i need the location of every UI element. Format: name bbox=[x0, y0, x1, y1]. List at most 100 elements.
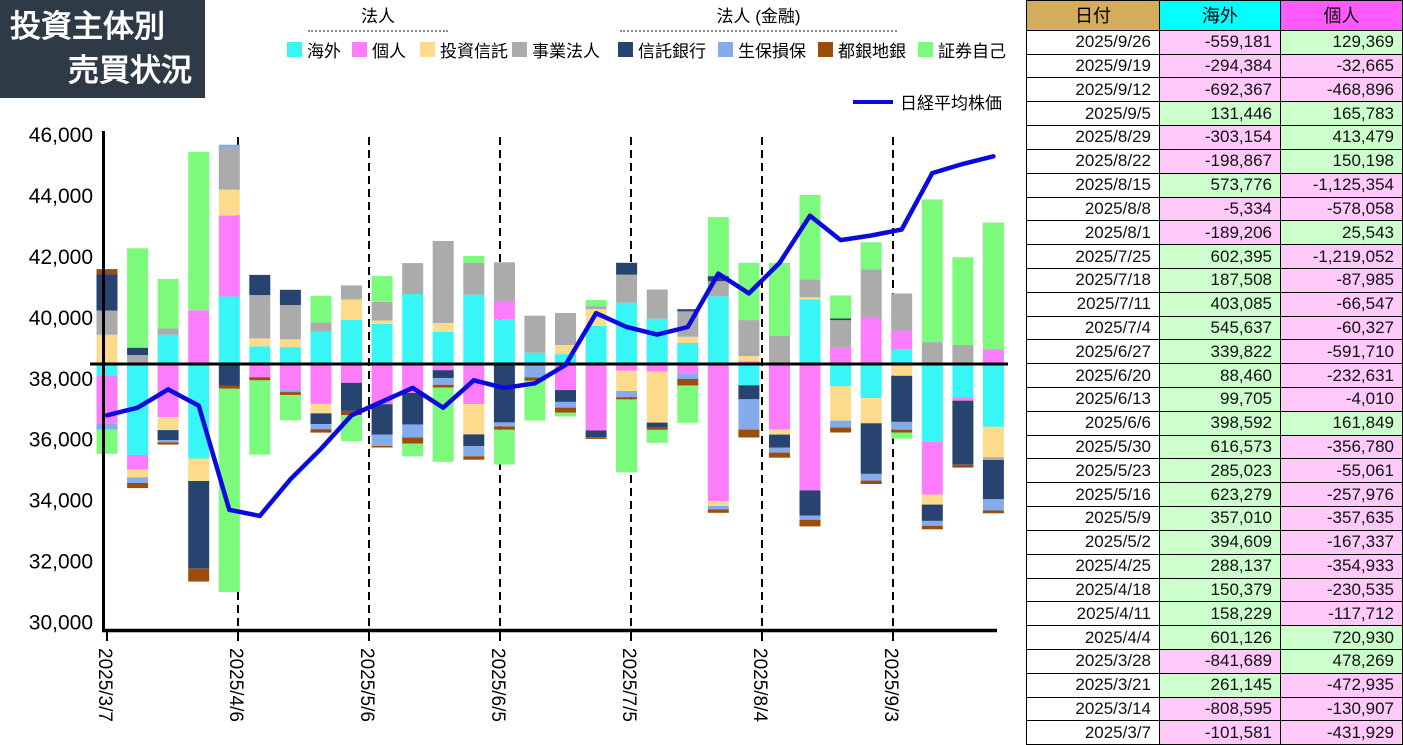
individual-value-cell: -472,935 bbox=[1281, 673, 1402, 697]
legend-item-label: 信託銀行 bbox=[638, 41, 706, 61]
chart-panel: 46,000 44,000 42,000 40,000 38,000 36,000 34,0… bbox=[0, 0, 1008, 723]
bar-segment-事業法人 bbox=[371, 302, 393, 321]
bar-segment-事業法人 bbox=[249, 295, 271, 339]
bar-segment-海外 bbox=[341, 319, 362, 364]
bar-segment-信託銀行 bbox=[402, 393, 424, 425]
bar-segment-個人 bbox=[677, 364, 699, 374]
bar-segment-個人 bbox=[891, 330, 913, 350]
legend-item-label: 海外 bbox=[307, 41, 341, 61]
individual-value-cell: 150,198 bbox=[1281, 149, 1402, 173]
x-axis-tick-label: 2025/7/5 bbox=[618, 648, 639, 722]
bar-segment-投資信託 bbox=[341, 299, 362, 320]
bar-segment-海外 bbox=[677, 342, 699, 364]
bar-segment-海外 bbox=[646, 318, 668, 364]
individual-value-cell: -55,061 bbox=[1281, 459, 1402, 483]
table-row: 2025/3/21 261,145 -472,935 bbox=[1027, 673, 1402, 698]
bar-segment-個人 bbox=[493, 301, 515, 320]
bar-segment-海外 bbox=[371, 323, 393, 364]
bar-segment-証券自己 bbox=[799, 195, 821, 280]
bar-segment-投資信託 bbox=[188, 458, 210, 482]
bar-segment-信託銀行 bbox=[830, 318, 852, 321]
bar-segment-個人 bbox=[799, 364, 821, 491]
table-row: 2025/4/25 288,137 -354,933 bbox=[1027, 554, 1402, 579]
bar-segment-海外 bbox=[249, 346, 271, 364]
bar-segment-海外 bbox=[585, 325, 607, 364]
date-cell: 2025/7/11 bbox=[1027, 292, 1160, 316]
column-header-date: 日付 bbox=[1027, 1, 1160, 30]
nikkei-line bbox=[104, 154, 996, 519]
bar-segment-個人 bbox=[769, 364, 790, 430]
date-cell: 2025/6/6 bbox=[1027, 411, 1160, 435]
legend-swatch-icon bbox=[618, 41, 633, 57]
bar-segment-信託銀行 bbox=[891, 375, 913, 422]
individual-value-cell: 720,930 bbox=[1281, 626, 1402, 649]
date-cell: 2025/8/29 bbox=[1027, 126, 1160, 149]
bar-segment-信託銀行 bbox=[921, 504, 943, 521]
table-row: 2025/7/18 187,508 -87,985 bbox=[1027, 268, 1402, 293]
y-axis-tick-label: 46,000 bbox=[29, 124, 93, 147]
legend-item-8: 証券自己 bbox=[918, 39, 1006, 61]
overseas-value-cell: 288,137 bbox=[1160, 554, 1281, 578]
individual-value-cell: -60,327 bbox=[1281, 316, 1402, 340]
bar-segment-都銀地銀 bbox=[921, 525, 943, 530]
bar-segment-都銀地銀 bbox=[555, 407, 576, 413]
nikkei-line-legend: 日経平均株価 bbox=[853, 89, 1002, 114]
table-row: 2025/4/18 150,379 -230,535 bbox=[1027, 578, 1402, 603]
bar-segment-個人 bbox=[616, 364, 638, 371]
title-line2: 売買状況 bbox=[68, 53, 192, 88]
bar-segment-個人 bbox=[830, 347, 852, 364]
date-cell: 2025/4/11 bbox=[1027, 602, 1160, 626]
bar-segment-事業法人 bbox=[646, 289, 668, 319]
individual-value-cell: -578,058 bbox=[1281, 197, 1402, 221]
overseas-value-cell: 99,705 bbox=[1160, 388, 1281, 411]
bar-segment-個人 bbox=[646, 364, 668, 372]
legend-swatch-icon bbox=[918, 41, 933, 57]
bar-segment-都銀地銀 bbox=[830, 427, 852, 433]
individual-value-cell: -66,547 bbox=[1281, 292, 1402, 316]
bar-segment-個人 bbox=[952, 397, 974, 401]
individual-value-cell: 478,269 bbox=[1281, 649, 1402, 673]
bar-segment-事業法人 bbox=[860, 269, 882, 318]
bar-segment-信託銀行 bbox=[677, 309, 699, 312]
bar-segment-信託銀行 bbox=[279, 289, 301, 305]
bar-segment-海外 bbox=[157, 334, 179, 364]
date-cell: 2025/4/4 bbox=[1027, 626, 1160, 649]
overseas-value-cell: 357,010 bbox=[1160, 507, 1281, 530]
bar-segment-信託銀行 bbox=[769, 434, 790, 448]
bar-segment-証券自己 bbox=[860, 242, 882, 270]
legend-swatch-icon bbox=[352, 41, 367, 57]
table-row: 2025/6/13 99,705 -4,010 bbox=[1027, 388, 1402, 412]
bar-segment-証券自己 bbox=[341, 415, 362, 441]
bar-segment-生保損保 bbox=[524, 364, 546, 378]
individual-value-cell: 25,543 bbox=[1281, 221, 1402, 245]
legend-item-label: 都銀地銀 bbox=[838, 41, 906, 61]
date-cell: 2025/5/9 bbox=[1027, 507, 1160, 530]
bar-segment-事業法人 bbox=[738, 320, 760, 357]
date-cell: 2025/8/15 bbox=[1027, 173, 1160, 197]
x-axis-tick-label: 2025/6/5 bbox=[487, 648, 508, 722]
bar-segment-投資信託 bbox=[707, 501, 729, 507]
individual-value-cell: -87,985 bbox=[1281, 268, 1402, 292]
table-row: 2025/6/27 339,822 -591,710 bbox=[1027, 340, 1402, 365]
bar-segment-事業法人 bbox=[279, 305, 301, 340]
bar-segment-都銀地銀 bbox=[402, 437, 424, 444]
bar-segment-信託銀行 bbox=[555, 390, 576, 402]
overseas-value-cell: 150,379 bbox=[1160, 578, 1281, 602]
legend-swatch-icon bbox=[718, 41, 733, 57]
bar-segment-都銀地銀 bbox=[891, 429, 913, 433]
bar-segment-証券自己 bbox=[371, 276, 393, 302]
overseas-value-cell: 601,126 bbox=[1160, 626, 1281, 649]
bar-segment-証券自己 bbox=[218, 388, 240, 593]
table-row: 2025/7/25 602,395 -1,219,052 bbox=[1027, 245, 1402, 269]
bar-segment-証券自己 bbox=[616, 399, 638, 473]
individual-value-cell: -167,337 bbox=[1281, 530, 1402, 554]
bar-segment-生保損保 bbox=[799, 515, 821, 520]
table-row: 2025/6/20 88,460 -232,631 bbox=[1027, 364, 1402, 388]
individual-value-cell: -1,219,052 bbox=[1281, 245, 1402, 268]
weekly-flows-table: 日付 海外 個人 2025/9/26 -559,181 129,369 2025/9/19-… bbox=[1026, 0, 1403, 745]
date-cell: 2025/6/13 bbox=[1027, 388, 1160, 411]
bar-segment-投資信託 bbox=[830, 386, 852, 421]
bar-segment-生保損保 bbox=[463, 446, 485, 457]
bar-segment-信託銀行 bbox=[157, 430, 179, 441]
bar-segment-信託銀行 bbox=[799, 490, 821, 516]
